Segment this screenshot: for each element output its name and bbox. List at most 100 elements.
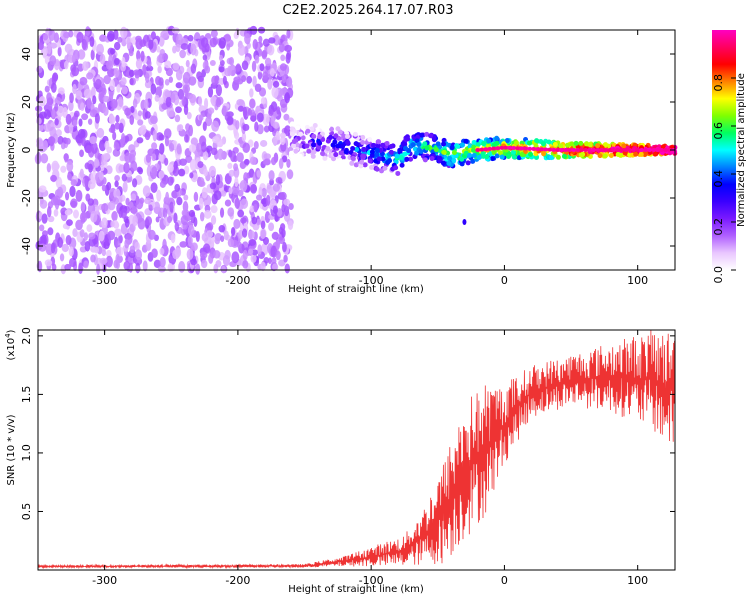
- heatmap-cell: [217, 148, 224, 161]
- heatmap-cell: [130, 160, 138, 172]
- heatmap-cell: [451, 157, 457, 163]
- heatmap-cell: [181, 209, 188, 217]
- heatmap-cell: [37, 139, 44, 150]
- heatmap-cell: [575, 148, 581, 152]
- colorbar-label: Normalized spectral amplitude: [736, 73, 747, 227]
- heatmap-cell: [345, 140, 351, 146]
- heatmap-cell: [463, 138, 469, 144]
- heatmap-cell: [239, 180, 248, 192]
- heatmap-cell: [260, 97, 266, 105]
- heatmap-cell: [94, 113, 100, 124]
- heatmap-cell: [627, 148, 633, 152]
- snr-series: [37, 330, 676, 570]
- heatmap-cell: [325, 146, 331, 152]
- heatmap-cell: [631, 148, 637, 152]
- heatmap-cell: [167, 164, 174, 173]
- heatmap-cell: [275, 176, 283, 184]
- heatmap-cell: [158, 170, 165, 179]
- heatmap-cell: [289, 131, 295, 137]
- heatmap-cell: [260, 220, 266, 230]
- heatmap-cell: [236, 98, 244, 106]
- heatmap-cell: [131, 205, 137, 215]
- heatmap-cell: [65, 234, 72, 246]
- heatmap-cell: [304, 143, 310, 149]
- heatmap-cell: [250, 115, 257, 122]
- heatmap-cell: [281, 155, 288, 163]
- heatmap-cell: [114, 174, 120, 182]
- heatmap-cell: [573, 140, 579, 146]
- heatmap-cell: [49, 42, 58, 49]
- heatmap-cell: [40, 153, 49, 164]
- heatmap-cell: [491, 149, 497, 155]
- heatmap-cell: [46, 92, 52, 103]
- colorbar-tick-label: 0.2: [712, 218, 725, 236]
- heatmap-cell: [108, 127, 116, 134]
- heatmap-cell: [135, 35, 142, 42]
- heatmap-cell: [112, 131, 117, 141]
- heatmap-cell: [120, 208, 127, 219]
- heatmap-cell: [147, 59, 152, 68]
- heatmap-cell: [333, 152, 339, 158]
- heatmap-cell: [548, 155, 554, 161]
- heatmap-cell: [85, 145, 93, 154]
- heatmap-cell: [234, 177, 239, 187]
- heatmap-cell: [86, 97, 92, 109]
- heatmap-cell: [433, 147, 439, 153]
- heatmap-cell: [142, 64, 147, 76]
- heatmap-cell: [162, 238, 167, 251]
- spectrogram-x-ticks: -300 -200 -100 0 100: [92, 30, 648, 287]
- heatmap-cell: [227, 162, 233, 169]
- heatmap-cell: [42, 33, 49, 41]
- heatmap-cell: [210, 29, 218, 38]
- heatmap-cell: [367, 137, 373, 143]
- heatmap-cell: [168, 142, 175, 152]
- heatmap-cell: [134, 241, 140, 252]
- heatmap-cell: [142, 260, 148, 272]
- heatmap-cell: [251, 60, 257, 72]
- heatmap-cell: [291, 138, 297, 144]
- heatmap-cell: [113, 67, 120, 78]
- heatmap-cell: [441, 141, 447, 147]
- heatmap-cell: [465, 160, 471, 166]
- heatmap-cell: [602, 153, 608, 159]
- heatmap-cell: [203, 168, 209, 177]
- heatmap-cell: [555, 154, 561, 160]
- heatmap-cell: [284, 44, 293, 53]
- heatmap-cell: [419, 132, 425, 138]
- heatmap-cell: [167, 176, 174, 186]
- heatmap-cell: [213, 190, 222, 201]
- heatmap-cell: [91, 141, 98, 154]
- heatmap-cell: [198, 114, 204, 121]
- heatmap-cell: [398, 155, 404, 161]
- heatmap-cell: [475, 142, 481, 148]
- heatmap-cell: [242, 123, 250, 132]
- heatmap-cell: [169, 201, 174, 213]
- heatmap-cell: [144, 98, 149, 110]
- heatmap-cell: [136, 50, 141, 61]
- heatmap-cell: [37, 41, 44, 51]
- heatmap-cell: [311, 142, 317, 148]
- heatmap-cell: [215, 97, 222, 108]
- heatmap-cell: [449, 145, 455, 151]
- heatmap-cell: [579, 148, 585, 152]
- x-tick-label: 0: [501, 274, 508, 287]
- heatmap-cell: [204, 42, 210, 53]
- heatmap-cell: [255, 194, 263, 201]
- heatmap-cell: [159, 217, 165, 227]
- heatmap-cell: [49, 126, 57, 138]
- heatmap-cell: [209, 37, 218, 48]
- heatmap-cell: [595, 143, 601, 149]
- heatmap-cell: [129, 245, 136, 254]
- heatmap-cell: [197, 75, 204, 83]
- heatmap-cell: [642, 150, 648, 156]
- heatmap-cell: [652, 151, 658, 157]
- heatmap-cell: [156, 189, 162, 202]
- heatmap-cell: [233, 131, 240, 140]
- heatmap-cell: [226, 116, 234, 126]
- heatmap-cell: [233, 218, 241, 230]
- heatmap-cell: [235, 120, 240, 130]
- heatmap-cell: [242, 142, 251, 154]
- heatmap-cell: [316, 144, 322, 150]
- heatmap-cell: [196, 142, 202, 153]
- heatmap-cell: [44, 259, 53, 267]
